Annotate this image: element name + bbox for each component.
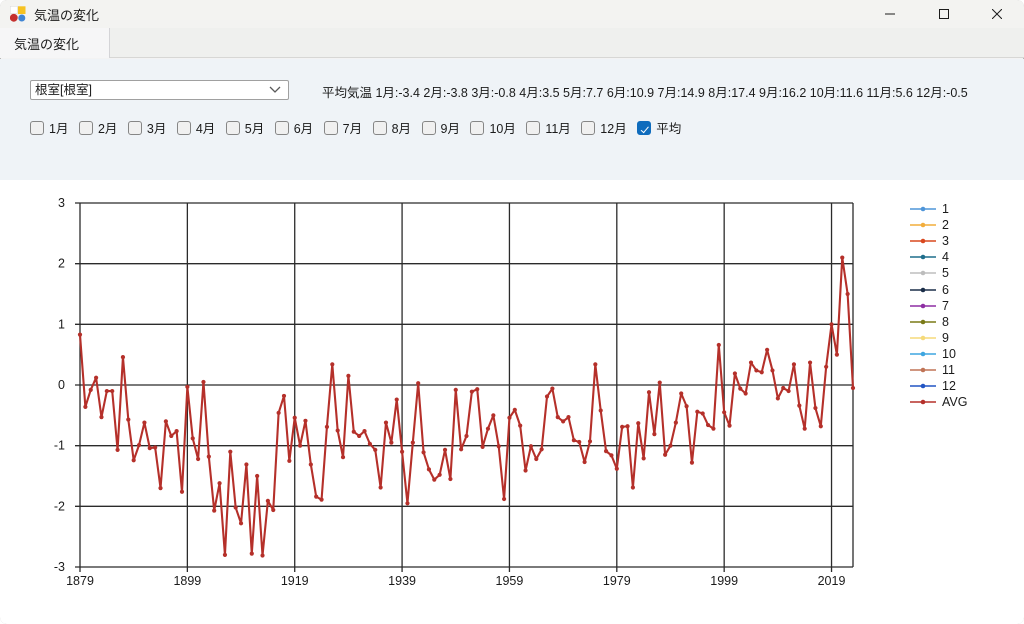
svg-text:1919: 1919: [281, 574, 309, 588]
svg-text:-3: -3: [54, 560, 65, 574]
svg-text:2019: 2019: [818, 574, 846, 588]
svg-text:1879: 1879: [66, 574, 94, 588]
svg-text:-1: -1: [54, 439, 65, 453]
svg-text:1979: 1979: [603, 574, 631, 588]
svg-text:1959: 1959: [496, 574, 524, 588]
svg-text:0: 0: [58, 378, 65, 392]
svg-text:1999: 1999: [710, 574, 738, 588]
svg-text:3: 3: [58, 196, 65, 210]
svg-text:1: 1: [58, 317, 65, 331]
svg-text:1899: 1899: [173, 574, 201, 588]
svg-text:1939: 1939: [388, 574, 416, 588]
svg-text:-2: -2: [54, 499, 65, 513]
svg-text:2: 2: [58, 257, 65, 271]
